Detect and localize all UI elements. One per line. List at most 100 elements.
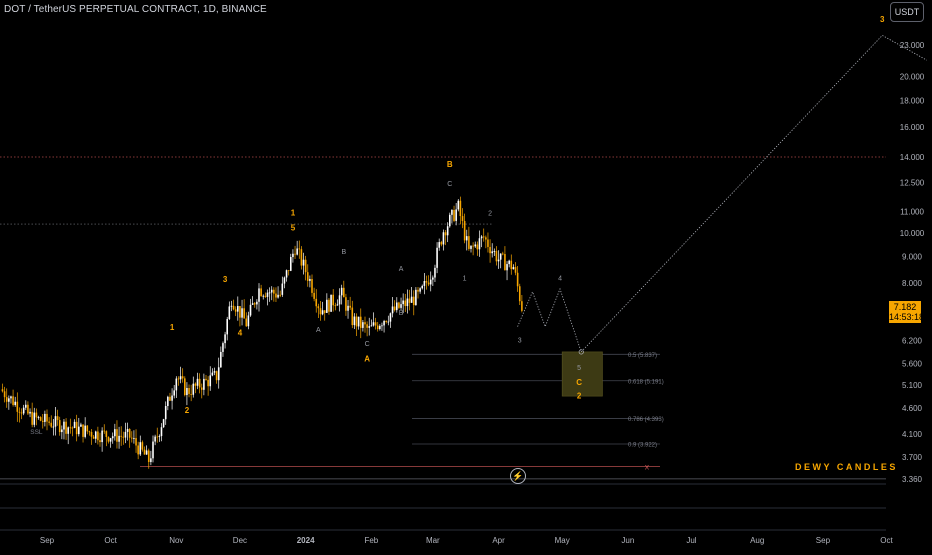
lightning-bolt-icon[interactable]: ⚡ — [510, 468, 526, 484]
candle-body — [175, 378, 178, 391]
candle-body — [105, 431, 108, 437]
candle-body — [52, 426, 55, 428]
y-axis-tick-label: 6.200 — [902, 337, 923, 346]
wave-label: 3 — [223, 275, 228, 284]
y-axis-tick-label: 14.000 — [900, 153, 925, 162]
candle-body — [497, 259, 500, 262]
candle-body — [482, 236, 485, 238]
candle-body — [245, 318, 248, 327]
wave-label: C — [576, 378, 582, 387]
candle-body — [215, 371, 218, 381]
candle-body — [499, 253, 502, 260]
candle-body — [398, 302, 400, 308]
y-axis-tick-label: 11.000 — [900, 207, 924, 216]
candle-body — [474, 244, 477, 247]
candle-body — [319, 308, 322, 315]
candle-body — [164, 406, 167, 420]
candle-body — [400, 304, 402, 308]
candle-body — [31, 411, 33, 425]
currency-button[interactable]: USDT — [890, 2, 924, 22]
candle-body — [290, 257, 292, 271]
y-axis-tick-label: 16.000 — [900, 123, 925, 132]
candle-body — [493, 251, 496, 252]
candle-body — [315, 298, 318, 307]
candle-body — [99, 440, 101, 443]
candle-body — [351, 307, 354, 326]
candle-body — [103, 430, 106, 432]
candle-body — [29, 411, 31, 414]
candle-body — [184, 378, 186, 396]
y-axis-tick-label: 8.000 — [902, 279, 923, 288]
candle-body — [78, 426, 80, 435]
candle-body — [362, 322, 364, 328]
candle-body — [387, 321, 390, 323]
candle-body — [92, 436, 95, 439]
candle-body — [309, 279, 311, 281]
candle-body — [345, 297, 347, 311]
candle-body — [128, 428, 131, 438]
fib-level-label: 0.9 (3.922) — [628, 443, 657, 449]
candle-body — [27, 404, 29, 414]
candle-body — [147, 450, 150, 462]
target-point-marker — [578, 349, 584, 355]
candle-body — [20, 412, 23, 414]
candle-body — [270, 289, 273, 293]
x-axis-tick-label: Dec — [233, 536, 247, 545]
candle-body — [379, 325, 381, 330]
wave-label: C — [447, 181, 452, 188]
candle-body — [71, 427, 74, 429]
candle-body — [61, 429, 63, 433]
candle-body — [453, 209, 455, 221]
candle-body — [41, 420, 44, 422]
y-axis-tick-label: 12.500 — [900, 179, 925, 188]
candle-body — [404, 300, 407, 307]
candle-body — [65, 421, 67, 434]
candle-body — [69, 427, 72, 429]
candle-body — [311, 279, 313, 293]
candle-body — [18, 411, 21, 413]
candle-body — [317, 306, 320, 309]
candle-body — [438, 242, 440, 248]
candle-body — [101, 430, 103, 443]
wave-label: A — [399, 266, 404, 273]
candle-body — [504, 254, 506, 271]
candle-body — [145, 450, 148, 455]
candle-body — [326, 299, 328, 313]
candle-body — [357, 316, 360, 327]
candle-body — [211, 372, 214, 376]
candle-body — [179, 376, 182, 380]
candle-body — [94, 431, 97, 439]
candle-body — [385, 320, 387, 322]
candle-body — [67, 427, 69, 434]
candle-body — [370, 325, 373, 327]
candle-body — [485, 237, 487, 240]
candle-body — [194, 383, 197, 386]
candle-body — [97, 431, 99, 441]
bar-countdown: 14:53:18 — [889, 312, 925, 322]
current-price: 7.182 — [893, 302, 917, 312]
candle-body — [126, 428, 129, 432]
candle-body — [84, 425, 86, 437]
candle-body — [455, 209, 457, 221]
candle-body — [111, 436, 114, 439]
wave-label: B — [399, 310, 404, 317]
candle-body — [58, 420, 61, 433]
candle-body — [391, 306, 394, 314]
candle-body — [118, 435, 120, 442]
candle-body — [514, 267, 517, 273]
candle-body — [334, 305, 337, 307]
candle-body — [442, 232, 445, 245]
candle-body — [285, 270, 288, 278]
y-axis-tick-label: 23.000 — [900, 41, 925, 50]
candle-body — [374, 322, 377, 326]
candle-body — [152, 441, 154, 459]
candle-body — [190, 393, 192, 395]
candle-body — [415, 289, 417, 306]
candle-body — [50, 422, 53, 427]
candle-body — [3, 391, 6, 398]
candle-body — [393, 306, 396, 311]
candle-body — [158, 436, 161, 437]
candle-body — [478, 238, 481, 250]
